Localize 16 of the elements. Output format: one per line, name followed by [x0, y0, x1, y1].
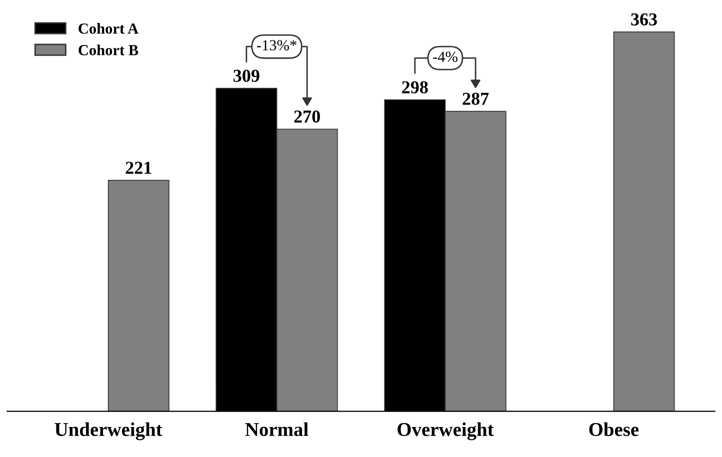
data-label: 309 [234, 70, 260, 82]
data-label: 363 [631, 13, 657, 26]
x-tick-label: Obese [589, 422, 639, 436]
legend-label: Cohort A [78, 22, 138, 34]
data-label: 270 [294, 110, 320, 123]
data-label: 287 [462, 92, 489, 105]
data-label: 221 [126, 162, 152, 174]
bar [108, 180, 170, 412]
annotation: -13%* [256, 40, 296, 50]
x-tick-label: Overweight [398, 422, 494, 440]
x-tick-label: Normal [245, 422, 308, 436]
annotation: -4% [433, 52, 458, 62]
data-label: 298 [402, 81, 428, 94]
x-tick-label: Underweight [54, 422, 162, 440]
legend-label: Cohort B [78, 44, 138, 56]
bar [613, 31, 675, 412]
